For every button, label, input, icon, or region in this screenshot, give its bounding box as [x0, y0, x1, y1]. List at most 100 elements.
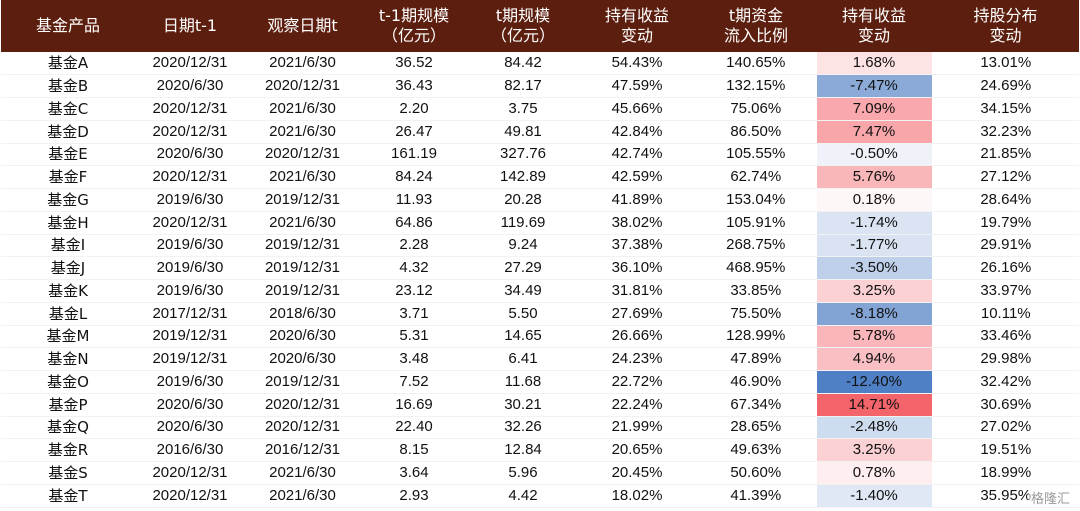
holding-return-change-cell: 27.69%	[578, 302, 696, 326]
table-row: 基金N 2019/12/31 2020/6/30 3.48 6.41 24.23% 47.8…	[1, 347, 1079, 371]
date-t-1-cell: 2020/6/30	[135, 416, 245, 440]
table-row: 基金I 2019/6/30 2019/12/31 2.28 9.24 37.38% 268.…	[1, 234, 1079, 258]
size-t-1-cell: 84.24	[360, 165, 468, 189]
holding-distribution-change-cell: 28.64%	[932, 188, 1079, 212]
observe-date-t-cell: 2021/6/30	[245, 120, 360, 144]
table-row: 基金K 2019/6/30 2019/12/31 23.12 34.49 31.81% 33…	[1, 279, 1079, 303]
holding-return-change-cell: 20.45%	[578, 461, 696, 485]
holding-return-change-cell: 42.59%	[578, 165, 696, 189]
date-t-1-cell: 2019/6/30	[135, 256, 245, 280]
size-t-cell: 14.65	[468, 325, 578, 349]
size-t-1-cell: 36.52	[360, 52, 468, 76]
inflow-ratio-cell: 46.90%	[696, 370, 816, 394]
date-t-1-cell: 2020/12/31	[135, 461, 245, 485]
holding-distribution-change-cell: 29.91%	[932, 234, 1079, 258]
holding-return-change-cell: 22.72%	[578, 370, 696, 394]
size-t-1-cell: 16.69	[360, 393, 468, 417]
holding-return-change-heat-cell: 5.78%	[815, 325, 933, 349]
observe-date-t-cell: 2020/12/31	[245, 74, 360, 98]
size-t-1-cell: 4.32	[360, 256, 468, 280]
header-size-t: t期规模 （亿元）	[468, 0, 578, 52]
inflow-ratio-cell: 468.95%	[696, 256, 816, 280]
table-row: 基金B 2020/6/30 2020/12/31 36.43 82.17 47.59% 13…	[1, 74, 1079, 98]
inflow-ratio-cell: 50.60%	[696, 461, 816, 485]
holding-return-change-cell: 20.65%	[578, 438, 696, 462]
holding-return-change-heat-cell: 0.78%	[815, 461, 933, 485]
holding-distribution-change-cell: 27.02%	[932, 416, 1079, 440]
size-t-cell: 30.21	[468, 393, 578, 417]
table-row: 基金H 2020/12/31 2021/6/30 64.86 119.69 38.02% 1…	[1, 211, 1079, 235]
inflow-ratio-cell: 62.74%	[696, 165, 816, 189]
size-t-cell: 49.81	[468, 120, 578, 144]
date-t-1-cell: 2020/12/31	[135, 120, 245, 144]
fund-name-cell: 基金I	[1, 234, 135, 258]
holding-return-change-heat-cell: 5.76%	[815, 165, 933, 189]
size-t-cell: 5.50	[468, 302, 578, 326]
fund-name-cell: 基金K	[1, 279, 135, 303]
fund-name-cell: 基金T	[1, 484, 135, 508]
holding-distribution-change-cell: 24.69%	[932, 74, 1079, 98]
inflow-ratio-cell: 49.63%	[696, 438, 816, 462]
date-t-1-cell: 2019/6/30	[135, 234, 245, 258]
size-t-cell: 9.24	[468, 234, 578, 258]
table-row: 基金Q 2020/6/30 2020/12/31 22.40 32.26 21.99% 28…	[1, 416, 1079, 440]
header-date-t-1: 日期t-1	[135, 0, 245, 52]
date-t-1-cell: 2017/12/31	[135, 302, 245, 326]
table-row: 基金S 2020/12/31 2021/6/30 3.64 5.96 20.45% 50.6…	[1, 461, 1079, 485]
fund-name-cell: 基金A	[1, 52, 135, 76]
inflow-ratio-cell: 41.39%	[696, 484, 816, 508]
date-t-1-cell: 2020/6/30	[135, 143, 245, 167]
observe-date-t-cell: 2019/12/31	[245, 256, 360, 280]
size-t-1-cell: 3.48	[360, 347, 468, 371]
holding-return-change-heat-cell: 7.09%	[815, 97, 933, 121]
holding-return-change-heat-cell: -0.50%	[815, 143, 933, 167]
holding-return-change-heat-cell: -1.74%	[815, 211, 933, 235]
watermark: 格隆汇	[1028, 488, 1072, 507]
holding-return-change-heat-cell: 14.71%	[815, 393, 933, 417]
header-fund-product: 基金产品	[1, 0, 135, 52]
table-row: 基金R 2016/6/30 2016/12/31 8.15 12.84 20.65% 49.…	[1, 438, 1079, 462]
holding-return-change-cell: 41.89%	[578, 188, 696, 212]
date-t-1-cell: 2020/12/31	[135, 211, 245, 235]
holding-distribution-change-cell: 19.51%	[932, 438, 1079, 462]
holding-distribution-change-cell: 13.01%	[932, 52, 1079, 76]
holding-return-change-cell: 31.81%	[578, 279, 696, 303]
date-t-1-cell: 2019/12/31	[135, 325, 245, 349]
fund-name-cell: 基金R	[1, 438, 135, 462]
size-t-cell: 82.17	[468, 74, 578, 98]
fund-name-cell: 基金H	[1, 211, 135, 235]
holding-return-change-cell: 36.10%	[578, 256, 696, 280]
holding-return-change-cell: 54.43%	[578, 52, 696, 76]
date-t-1-cell: 2020/12/31	[135, 52, 245, 76]
date-t-1-cell: 2016/6/30	[135, 438, 245, 462]
size-t-1-cell: 161.19	[360, 143, 468, 167]
holding-return-change-cell: 42.74%	[578, 143, 696, 167]
holding-return-change-heat-cell: -8.18%	[815, 302, 933, 326]
date-t-1-cell: 2019/6/30	[135, 370, 245, 394]
fund-name-cell: 基金O	[1, 370, 135, 394]
date-t-1-cell: 2020/12/31	[135, 484, 245, 508]
table-row: 基金J 2019/6/30 2019/12/31 4.32 27.29 36.10% 468…	[1, 256, 1079, 280]
size-t-cell: 11.68	[468, 370, 578, 394]
size-t-1-cell: 22.40	[360, 416, 468, 440]
observe-date-t-cell: 2020/6/30	[245, 347, 360, 371]
holding-return-change-heat-cell: -1.77%	[815, 234, 933, 258]
observe-date-t-cell: 2021/6/30	[245, 484, 360, 508]
header-inflow-ratio: t期资金 流入比例	[696, 0, 816, 52]
inflow-ratio-cell: 153.04%	[696, 188, 816, 212]
table-row: 基金F 2020/12/31 2021/6/30 84.24 142.89 42.59% 6…	[1, 165, 1079, 189]
date-t-1-cell: 2020/12/31	[135, 97, 245, 121]
inflow-ratio-cell: 47.89%	[696, 347, 816, 371]
date-t-1-cell: 2020/12/31	[135, 165, 245, 189]
holding-return-change-cell: 18.02%	[578, 484, 696, 508]
table-row: 基金E 2020/6/30 2020/12/31 161.19 327.76 42.74%…	[1, 143, 1079, 167]
holding-return-change-cell: 47.59%	[578, 74, 696, 98]
fund-name-cell: 基金L	[1, 302, 135, 326]
size-t-cell: 119.69	[468, 211, 578, 235]
holding-return-change-heat-cell: -1.40%	[815, 484, 933, 508]
size-t-1-cell: 3.71	[360, 302, 468, 326]
fund-name-cell: 基金G	[1, 188, 135, 212]
observe-date-t-cell: 2020/12/31	[245, 416, 360, 440]
holding-distribution-change-cell: 30.69%	[932, 393, 1079, 417]
